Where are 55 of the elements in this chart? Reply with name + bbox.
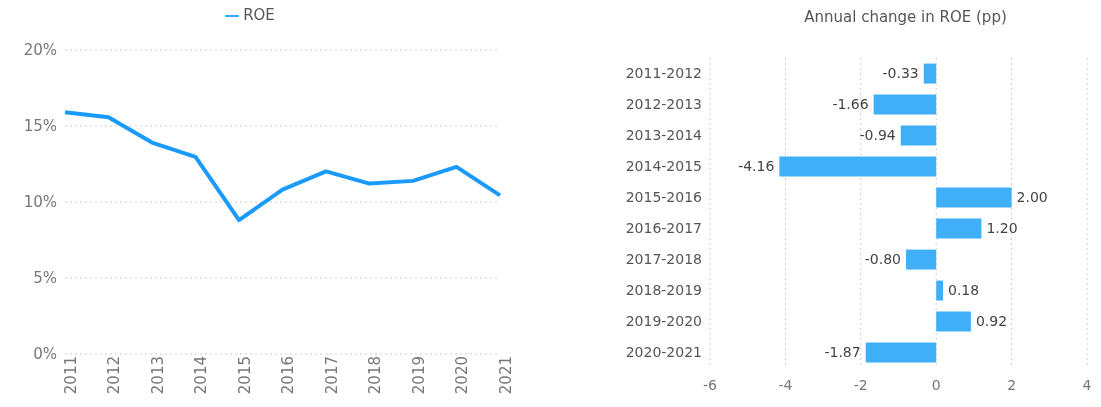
y-tick-label: 2015-2016 (625, 189, 703, 206)
x-tick-label: 2014 (192, 356, 211, 395)
data-label: -0.33 (882, 65, 919, 82)
y-tick-label: 2013-2014 (625, 127, 703, 144)
y-tick-label: 2014-2015 (625, 158, 702, 175)
bar (900, 125, 937, 146)
bar (936, 280, 943, 301)
y-tick-label: 2020-2021 (625, 344, 702, 361)
y-tick-label: 15% (23, 117, 57, 136)
data-label: 2.00 (1016, 189, 1048, 206)
data-label: -4.16 (738, 158, 775, 175)
x-tick-label: 2 (1007, 377, 1017, 393)
x-tick-label: 4 (1082, 377, 1092, 393)
y-tick-label: 2016-2017 (625, 220, 702, 237)
line-series (63, 110, 502, 223)
bar (873, 94, 937, 115)
y-tick-label: 0% (33, 345, 57, 364)
x-tick-label: 2016 (279, 356, 298, 395)
bar (936, 218, 982, 239)
bar (865, 342, 937, 363)
data-label: -0.80 (864, 251, 902, 268)
data-label: -0.94 (859, 127, 896, 144)
x-tick-label: 2020 (453, 356, 472, 395)
x-tick-label: 2012 (105, 356, 124, 395)
y-tick-label: 5% (33, 269, 57, 288)
y-tick-label: 2012-2013 (625, 96, 702, 113)
data-label: 1.20 (986, 220, 1018, 237)
x-tick-label: 2021 (496, 356, 515, 395)
bar (936, 311, 971, 332)
legend-label: ROE (243, 6, 275, 24)
bar (936, 187, 1012, 208)
x-tick-label: 2013 (148, 356, 167, 395)
x-tick-label: 2018 (366, 356, 385, 395)
x-tick-label: -4 (778, 377, 793, 393)
y-tick-label: 2019-2020 (625, 313, 702, 330)
x-tick-label: 2017 (322, 356, 341, 395)
y-tick-label: 10% (23, 193, 57, 212)
data-label: 0.92 (975, 313, 1008, 330)
data-label: 0.18 (947, 282, 980, 299)
bar (906, 249, 937, 270)
x-tick-label: 2011 (61, 356, 80, 395)
x-tick-label: -6 (703, 377, 718, 393)
y-tick-label: 2018-2019 (625, 282, 702, 299)
y-tick-label: 20% (23, 41, 57, 60)
bar (779, 156, 937, 177)
y-tick-label: 2017-2018 (625, 251, 702, 268)
x-tick-label: 2019 (409, 356, 428, 395)
y-tick-label: 2011-2012 (625, 65, 702, 82)
chart-title: Annual change in ROE (pp) (803, 8, 1008, 26)
bar (923, 63, 937, 84)
data-label: -1.87 (824, 344, 861, 361)
data-label: -1.66 (832, 96, 869, 113)
x-tick-label: -2 (853, 377, 868, 393)
x-tick-label: 0 (931, 377, 941, 393)
x-tick-label: 2015 (235, 356, 254, 395)
